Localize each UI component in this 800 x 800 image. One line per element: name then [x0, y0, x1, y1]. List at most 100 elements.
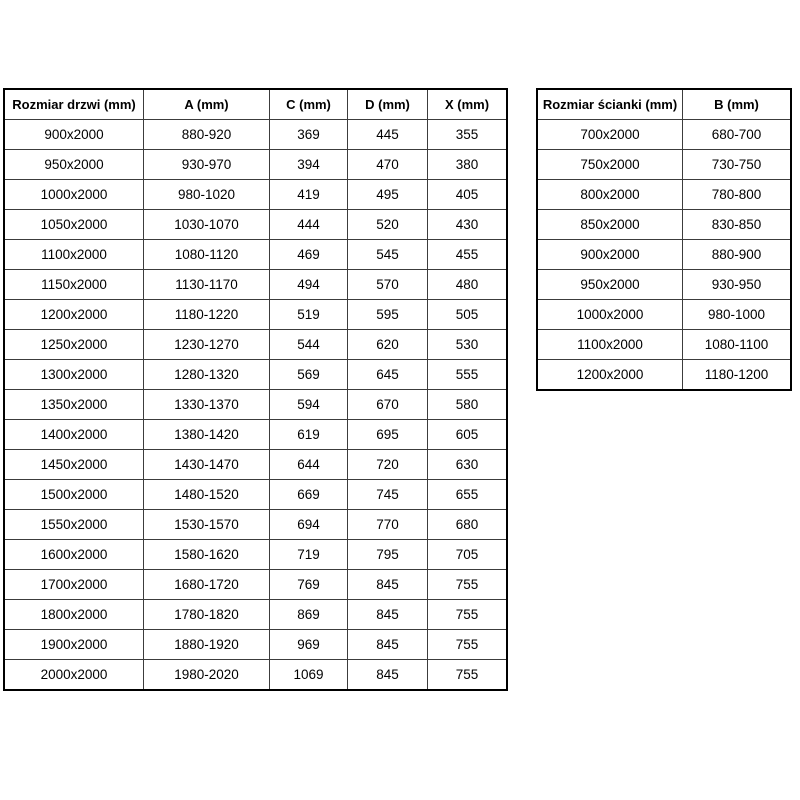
table-cell: 950x2000 — [3, 149, 144, 180]
table-cell: 869 — [269, 599, 348, 630]
table-row: 750x2000 730-750 — [536, 149, 792, 180]
table-cell: 444 — [269, 209, 348, 240]
table-cell: 845 — [347, 659, 428, 691]
table-cell: 505 — [427, 299, 508, 330]
table-cell: 470 — [347, 149, 428, 180]
table-cell: 544 — [269, 329, 348, 360]
table-cell: 850x2000 — [536, 209, 683, 240]
table-cell: 880-920 — [143, 119, 270, 150]
table-cell: 1380-1420 — [143, 419, 270, 450]
table-cell: 405 — [427, 179, 508, 210]
table-cell: 1530-1570 — [143, 509, 270, 540]
table-cell: 519 — [269, 299, 348, 330]
table-cell: 730-750 — [682, 149, 792, 180]
table-cell: 644 — [269, 449, 348, 480]
table-row: 950x2000 930-970 394 470 380 — [3, 149, 508, 180]
table-cell: 630 — [427, 449, 508, 480]
table-cell: 780-800 — [682, 179, 792, 210]
table-cell: 555 — [427, 359, 508, 390]
table-cell: 880-900 — [682, 239, 792, 270]
table-cell: 1150x2000 — [3, 269, 144, 300]
table-cell: 394 — [269, 149, 348, 180]
table-cell: 1080-1100 — [682, 329, 792, 360]
table-row: 1000x2000 980-1000 — [536, 299, 792, 330]
table-row: 1150x2000 1130-1170 494 570 480 — [3, 269, 508, 300]
table-cell: 720 — [347, 449, 428, 480]
table-cell: 1200x2000 — [536, 359, 683, 391]
table-cell: 1100x2000 — [536, 329, 683, 360]
column-header: Rozmiar ścianki (mm) — [536, 88, 683, 120]
table-cell: 680-700 — [682, 119, 792, 150]
table-cell: 980-1000 — [682, 299, 792, 330]
table-cell: 750x2000 — [536, 149, 683, 180]
table-cell: 830-850 — [682, 209, 792, 240]
table-row: 1700x2000 1680-1720 769 845 755 — [3, 569, 508, 600]
table-cell: 419 — [269, 179, 348, 210]
table-cell: 605 — [427, 419, 508, 450]
table-cell: 455 — [427, 239, 508, 270]
table-cell: 355 — [427, 119, 508, 150]
table-cell: 1100x2000 — [3, 239, 144, 270]
table-cell: 480 — [427, 269, 508, 300]
table-cell: 1300x2000 — [3, 359, 144, 390]
table-cell: 1080-1120 — [143, 239, 270, 270]
table-cell: 494 — [269, 269, 348, 300]
table-cell: 655 — [427, 479, 508, 510]
table-cell: 2000x2000 — [3, 659, 144, 691]
table-cell: 1780-1820 — [143, 599, 270, 630]
table-cell: 1880-1920 — [143, 629, 270, 660]
door-size-table: Rozmiar drzwi (mm) A (mm) C (mm) D (mm) X (m… — [3, 88, 508, 691]
table-row: 900x2000 880-920 369 445 355 — [3, 119, 508, 150]
table-cell: 719 — [269, 539, 348, 570]
table-cell: 619 — [269, 419, 348, 450]
table-cell: 469 — [269, 239, 348, 270]
table-cell: 900x2000 — [536, 239, 683, 270]
table-row: 1600x2000 1580-1620 719 795 705 — [3, 539, 508, 570]
table-row: 1250x2000 1230-1270 544 620 530 — [3, 329, 508, 360]
column-header: X (mm) — [427, 88, 508, 120]
table-cell: 795 — [347, 539, 428, 570]
table-cell: 1050x2000 — [3, 209, 144, 240]
table-cell: 700x2000 — [536, 119, 683, 150]
table-cell: 669 — [269, 479, 348, 510]
table-cell: 755 — [427, 629, 508, 660]
table-cell: 1500x2000 — [3, 479, 144, 510]
table-cell: 580 — [427, 389, 508, 420]
table-row: 1050x2000 1030-1070 444 520 430 — [3, 209, 508, 240]
table-cell: 1580-1620 — [143, 539, 270, 570]
table-cell: 969 — [269, 629, 348, 660]
table-cell: 570 — [347, 269, 428, 300]
table-cell: 900x2000 — [3, 119, 144, 150]
table-cell: 1230-1270 — [143, 329, 270, 360]
table-cell: 1900x2000 — [3, 629, 144, 660]
table-cell: 755 — [427, 569, 508, 600]
table-cell: 369 — [269, 119, 348, 150]
table-row: 2000x2000 1980-2020 1069 845 755 — [3, 659, 508, 691]
table-row: 1500x2000 1480-1520 669 745 655 — [3, 479, 508, 510]
table-cell: 1480-1520 — [143, 479, 270, 510]
table-cell: 620 — [347, 329, 428, 360]
table-cell: 845 — [347, 599, 428, 630]
table-cell: 670 — [347, 389, 428, 420]
table-row: 700x2000 680-700 — [536, 119, 792, 150]
table-cell: 930-970 — [143, 149, 270, 180]
table-cell: 845 — [347, 569, 428, 600]
table-cell: 1330-1370 — [143, 389, 270, 420]
table-cell: 1680-1720 — [143, 569, 270, 600]
table-cell: 594 — [269, 389, 348, 420]
table-cell: 680 — [427, 509, 508, 540]
table-cell: 770 — [347, 509, 428, 540]
table-cell: 495 — [347, 179, 428, 210]
column-header: B (mm) — [682, 88, 792, 120]
table-cell: 1980-2020 — [143, 659, 270, 691]
table-cell: 755 — [427, 659, 508, 691]
table-cell: 1600x2000 — [3, 539, 144, 570]
table-cell: 930-950 — [682, 269, 792, 300]
table-row: 1900x2000 1880-1920 969 845 755 — [3, 629, 508, 660]
table-cell: 1200x2000 — [3, 299, 144, 330]
table-cell: 769 — [269, 569, 348, 600]
table-cell: 1430-1470 — [143, 449, 270, 480]
table-cell: 1550x2000 — [3, 509, 144, 540]
table-row: 1100x2000 1080-1120 469 545 455 — [3, 239, 508, 270]
